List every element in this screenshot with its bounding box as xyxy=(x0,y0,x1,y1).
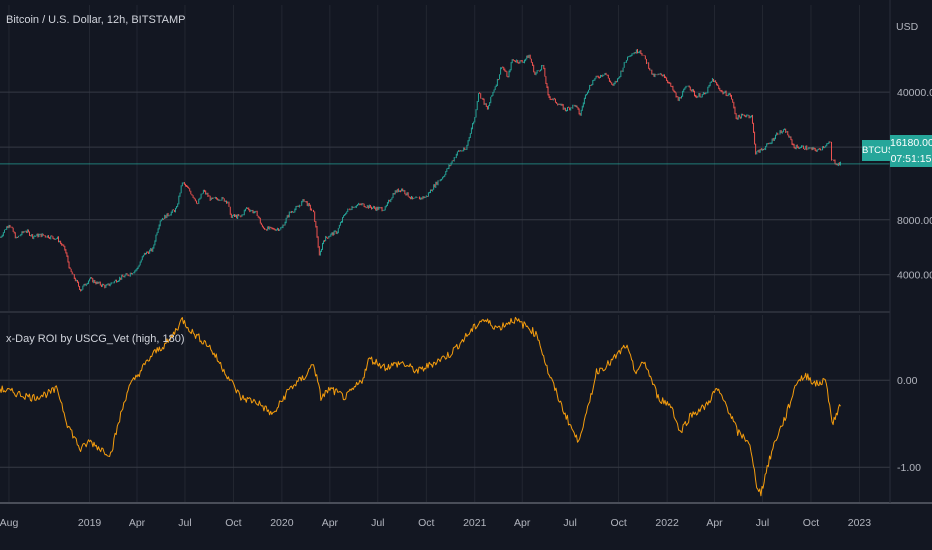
x-tick-label: Apr xyxy=(322,517,339,529)
x-tick-label: Apr xyxy=(706,517,723,529)
x-tick-label: Oct xyxy=(418,517,434,529)
y-tick-label: 8000.00 xyxy=(897,215,932,227)
x-tick-label: 2023 xyxy=(848,517,872,529)
symbol-badge[interactable]: BTCUSD xyxy=(862,140,901,161)
x-tick-label: Aug xyxy=(0,517,18,529)
price-scale-unit: USD xyxy=(896,21,919,33)
countdown-label: 07:51:15 xyxy=(890,151,932,167)
y-tick-label: 4000.00 xyxy=(897,270,932,282)
x-tick-label: Oct xyxy=(803,517,819,529)
x-tick-label: Jul xyxy=(178,517,191,529)
main-pane-grid xyxy=(0,5,890,312)
btc-price-series xyxy=(0,49,841,292)
roi-line xyxy=(0,316,841,497)
x-tick-label: 2019 xyxy=(78,517,102,529)
last-price-label: 16180.00 xyxy=(890,135,932,151)
roi-series xyxy=(0,316,841,497)
x-tick-label: Oct xyxy=(225,517,241,529)
x-tick-label: Oct xyxy=(610,517,626,529)
x-tick-label: 2021 xyxy=(463,517,487,529)
y-tick-label: -1.00 xyxy=(897,462,921,474)
y-tick-label: 0.00 xyxy=(897,375,918,387)
x-tick-label: Jul xyxy=(371,517,384,529)
x-tick-label: 2020 xyxy=(270,517,294,529)
x-tick-label: Apr xyxy=(514,517,531,529)
y-tick-label: 40000.00 xyxy=(897,87,932,99)
indicator-pane-title[interactable]: x-Day ROI by USCG_Vet (high, 180) xyxy=(6,333,185,345)
indicator-pane-grid xyxy=(0,315,890,502)
x-tick-label: Apr xyxy=(129,517,146,529)
x-tick-label: Jul xyxy=(756,517,769,529)
x-tick-label: Jul xyxy=(563,517,576,529)
x-tick-label: 2022 xyxy=(655,517,679,529)
indicator-y-axis[interactable]: 0.00 -1.00 xyxy=(897,375,921,474)
main-pane-title[interactable]: Bitcoin / U.S. Dollar, 12h, BITSTAMP xyxy=(6,14,186,26)
time-axis[interactable]: Aug 2019 Apr Jul Oct 2020 Apr Jul Oct 2021 Apr Jul O… xyxy=(0,517,871,529)
